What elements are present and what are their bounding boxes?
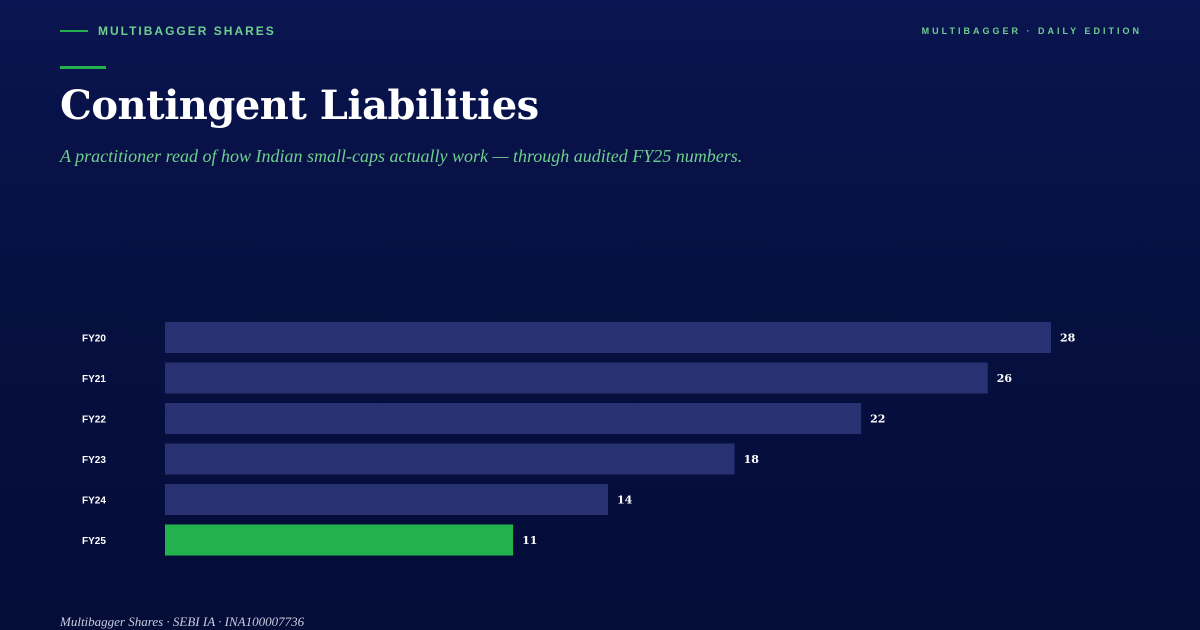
value-label-fy24: 14 bbox=[617, 494, 633, 507]
category-label-fy20: FY20 bbox=[82, 334, 106, 345]
page-title: Contingent Liabilities bbox=[60, 82, 539, 129]
value-label-fy25: 11 bbox=[522, 534, 537, 547]
bar-fy22 bbox=[165, 403, 862, 434]
footer-credit: Multibagger Shares · SEBI IA · INA100007… bbox=[60, 614, 305, 629]
brand-accent-line bbox=[60, 30, 88, 32]
brand: MULTIBAGGER SHARES bbox=[60, 24, 276, 38]
bar-fy25 bbox=[165, 524, 514, 556]
bar-fy24 bbox=[165, 484, 608, 515]
edition-label: MULTIBAGGER · DAILY EDITION bbox=[921, 26, 1142, 36]
category-label-fy25: FY25 bbox=[82, 536, 106, 547]
value-label-fy20: 28 bbox=[1060, 332, 1076, 345]
category-label-fy21: FY21 bbox=[82, 374, 106, 385]
page-subtitle: A practitioner read of how Indian small-… bbox=[60, 146, 743, 166]
value-label-fy23: 18 bbox=[744, 453, 760, 466]
category-label-fy23: FY23 bbox=[82, 455, 106, 466]
category-label-fy22: FY22 bbox=[82, 415, 106, 426]
bar-fy21 bbox=[165, 362, 988, 394]
value-label-fy22: 22 bbox=[870, 413, 885, 426]
bar-fy20 bbox=[165, 322, 1051, 353]
brand-name: MULTIBAGGER SHARES bbox=[98, 24, 276, 38]
category-label-fy24: FY24 bbox=[82, 496, 106, 507]
title-accent-rule bbox=[60, 66, 106, 69]
bar-fy23 bbox=[165, 443, 735, 475]
value-label-fy21: 26 bbox=[997, 372, 1013, 385]
